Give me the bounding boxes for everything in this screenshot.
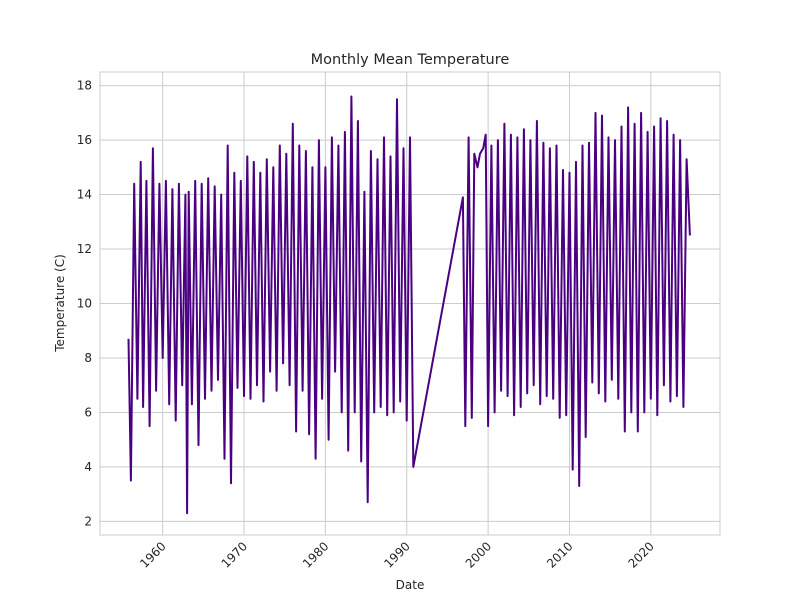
y-tick-label: 18 <box>77 79 92 93</box>
y-tick-label: 6 <box>84 405 92 419</box>
temperature-series-line <box>127 95 691 515</box>
y-tick-label: 4 <box>84 460 92 474</box>
y-tick-label: 16 <box>77 133 92 147</box>
plot-area <box>127 95 691 515</box>
plot-frame <box>99 71 721 536</box>
x-axis-label: Date <box>396 578 425 592</box>
y-axis-label: Temperature (C) <box>53 254 67 353</box>
y-tick-label: 12 <box>77 242 92 256</box>
y-tick-label: 8 <box>84 351 92 365</box>
y-tick-label: 2 <box>84 514 92 528</box>
y-tick-label: 10 <box>77 297 92 311</box>
y-tick-label: 14 <box>77 188 92 202</box>
chart-title: Monthly Mean Temperature <box>311 52 510 68</box>
